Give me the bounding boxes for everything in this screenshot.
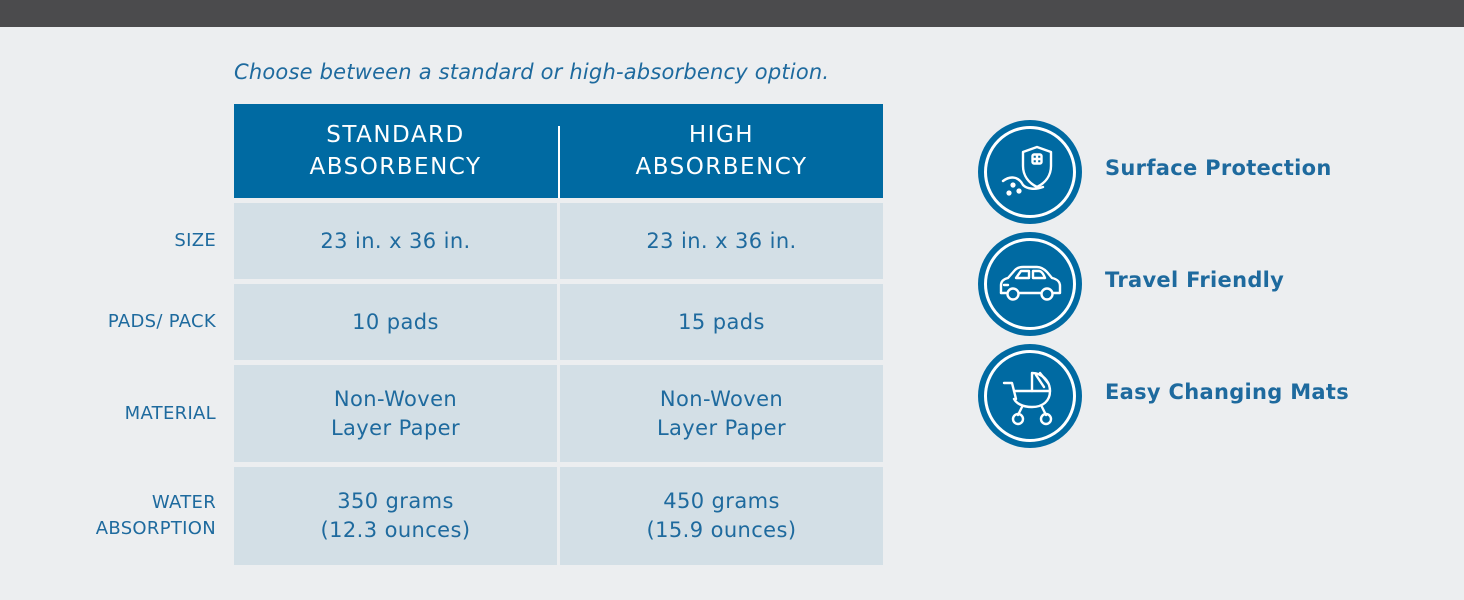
feature-label: Easy Changing Mats [1105, 380, 1350, 404]
cell-material-standard: Non-Woven Layer Paper [234, 365, 557, 462]
row-label-water-absorption: WATER ABSORPTION [95, 492, 216, 539]
row-label-size: SIZE [174, 230, 216, 251]
cell-pads-standard: 10 pads [234, 284, 557, 360]
feature-travel-friendly: Travel Friendly [978, 232, 1398, 336]
header-divider [558, 126, 560, 198]
row-labels: SIZE PADS/ PACK MATERIAL WATER ABSORPTION [14, 0, 216, 600]
feature-label: Surface Protection [1105, 156, 1332, 180]
feature-badge [978, 120, 1082, 224]
row-label-pads-pack: PADS/ PACK [107, 311, 216, 332]
column-header-high: HIGH ABSORBENCY [635, 122, 808, 180]
cell-material-high: Non-Woven Layer Paper [560, 365, 883, 462]
top-bar [0, 0, 1464, 27]
column-header-standard: STANDARD ABSORBENCY [309, 122, 482, 180]
cell-pads-high: 15 pads [560, 284, 883, 360]
cell-size-standard: 23 in. x 36 in. [234, 203, 557, 279]
cell-absorption-high: 450 grams (15.9 ounces) [560, 467, 883, 565]
row-label-material: MATERIAL [124, 402, 216, 424]
car-icon [999, 265, 1062, 301]
cell-size-high: 23 in. x 36 in. [560, 203, 883, 279]
shield-cross-icon [1001, 145, 1053, 196]
table-header: STANDARD ABSORBENCY HIGH ABSORBENCY [234, 104, 883, 198]
subtitle: Choose between a standard or high-absorb… [234, 60, 830, 84]
feature-badge [978, 232, 1082, 336]
feature-surface-protection: Surface Protection [978, 120, 1398, 224]
feature-easy-changing-mats: Easy Changing Mats [978, 344, 1398, 448]
feature-label: Travel Friendly [1105, 268, 1285, 292]
cell-absorption-standard: 350 grams (12.3 ounces) [234, 467, 557, 565]
baby-stroller-icon [1002, 371, 1053, 426]
feature-badge [978, 344, 1082, 448]
